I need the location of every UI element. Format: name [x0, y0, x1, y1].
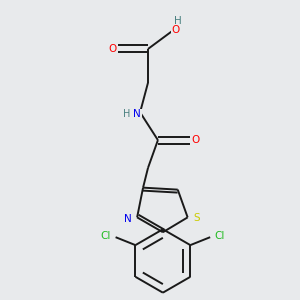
Text: Cl: Cl	[215, 231, 225, 241]
Text: S: S	[193, 213, 200, 224]
Text: N: N	[133, 109, 141, 119]
Text: O: O	[108, 44, 116, 54]
Text: N: N	[124, 214, 132, 224]
Text: Cl: Cl	[100, 231, 111, 241]
Text: H: H	[174, 16, 182, 26]
Text: O: O	[172, 25, 180, 35]
Text: H: H	[122, 109, 130, 119]
Text: O: O	[191, 135, 200, 145]
